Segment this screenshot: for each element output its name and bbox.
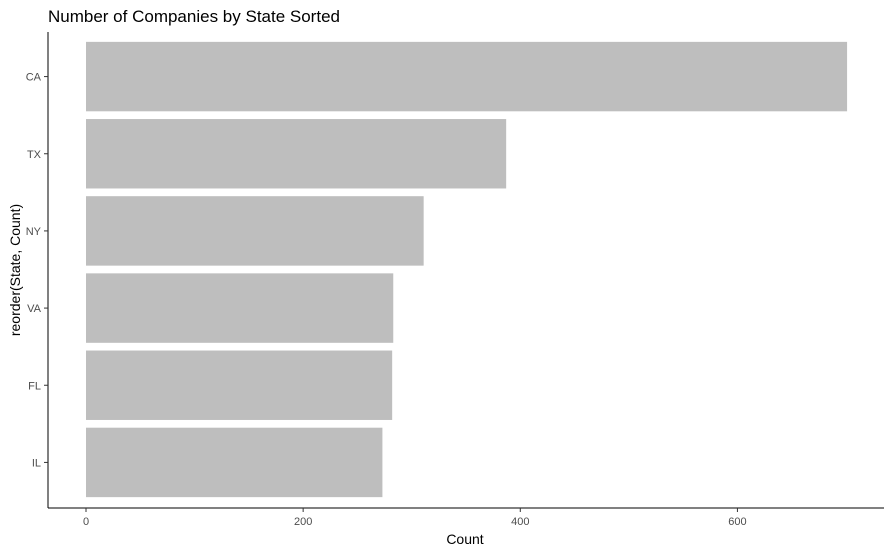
x-tick-label: 0 [83,516,89,528]
y-tick-label: NY [26,226,42,238]
chart-title: Number of Companies by State Sorted [48,7,340,26]
x-tick-label: 400 [511,516,529,528]
x-tick-label: 600 [728,516,746,528]
y-tick-label: VA [27,303,42,315]
y-tick-label: FL [28,380,41,392]
bar-ca [86,41,848,112]
bars-layer [86,41,848,498]
y-tick-label: IL [32,457,41,469]
bar-ny [86,196,424,266]
y-tick-label: TX [27,149,42,161]
x-axis-ticks: 0 200 400 600 [83,508,747,528]
bar-il [86,427,383,498]
x-axis-title: Count [446,531,483,547]
y-axis-title: reorder(State, Count) [7,204,23,336]
bar-va [86,273,394,343]
bar-tx [86,119,507,189]
y-axis-ticks: CA TX NY VA FL IL [26,72,48,469]
x-tick-label: 200 [294,516,312,528]
bar-fl [86,350,393,420]
y-tick-label: CA [26,72,42,84]
